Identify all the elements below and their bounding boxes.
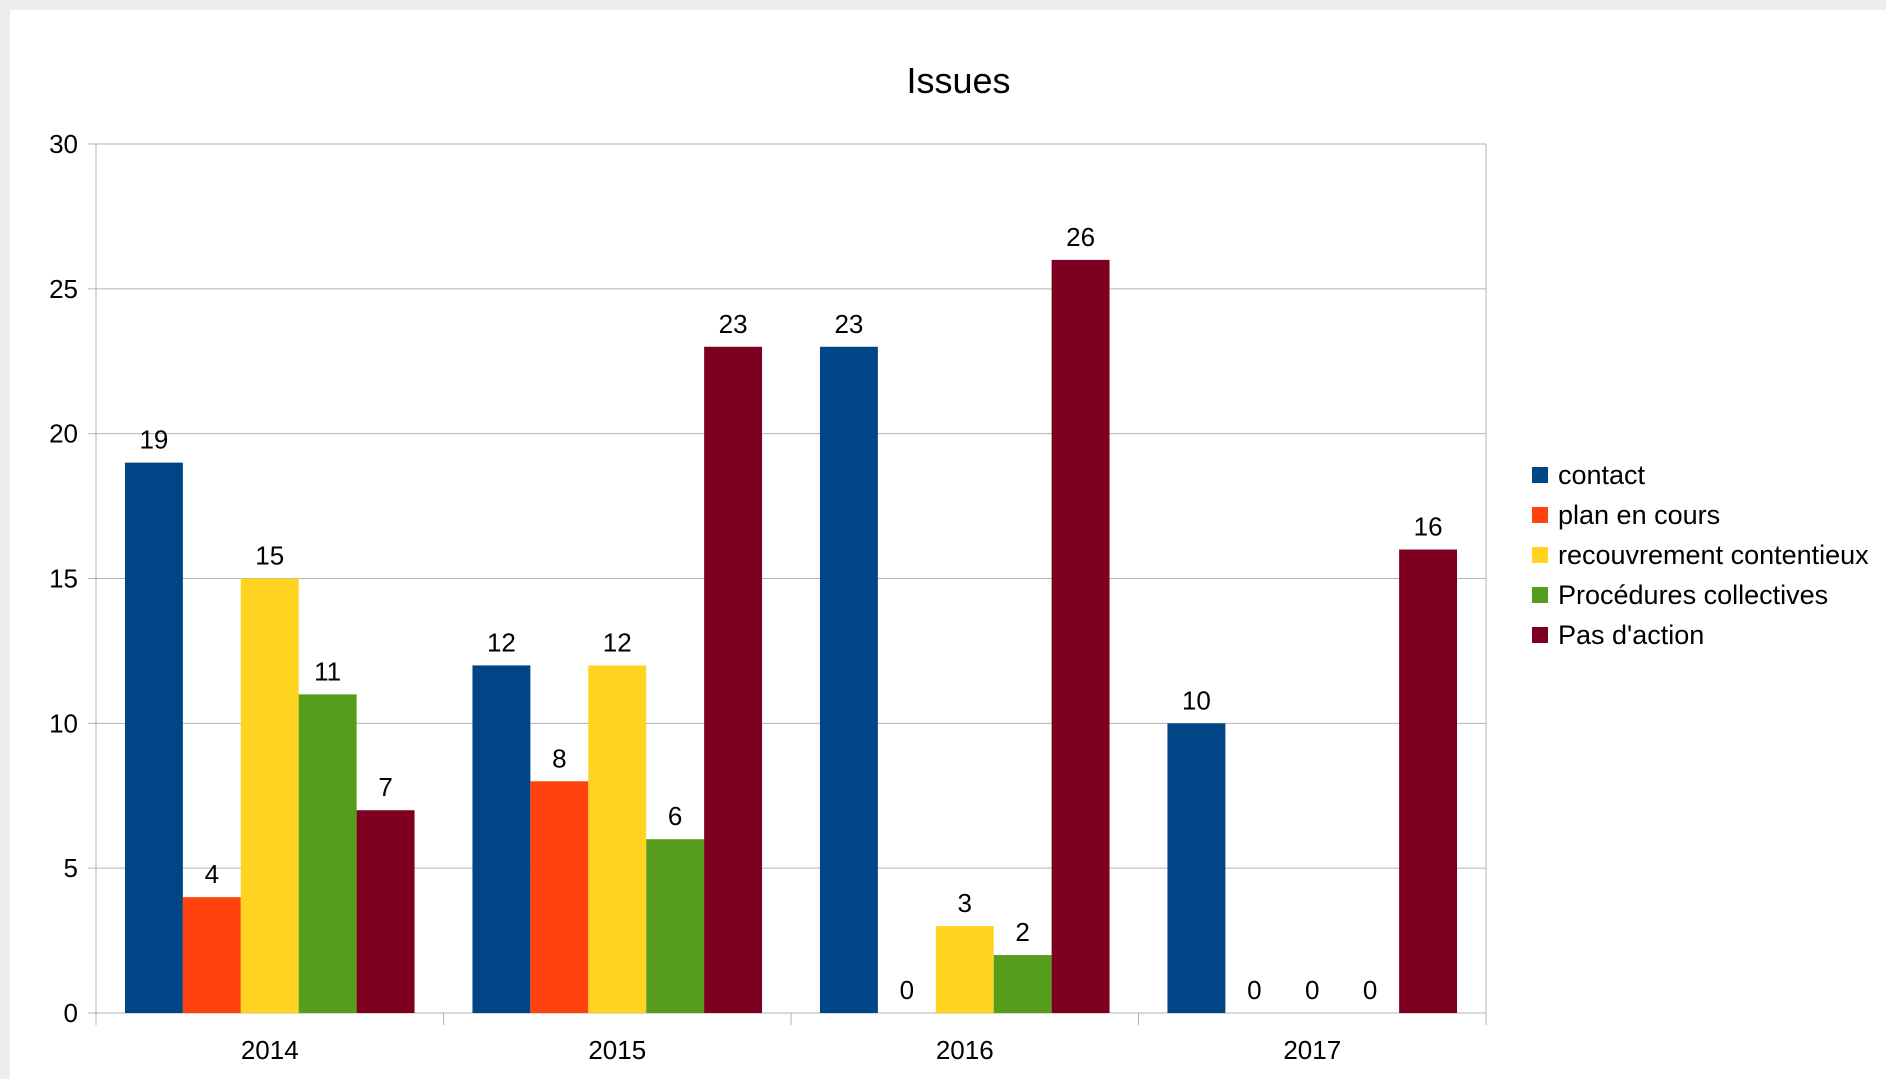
data-label-pas-d-action-2015: 23 [719,309,748,339]
legend-swatch-recouvrement-contentieux [1532,547,1548,563]
bar-contact-2016 [819,346,878,1013]
legend-swatch-plan-en-cours [1532,507,1548,523]
y-tick-label: 15 [49,564,78,594]
legend-item-procedures-collectives: Procédures collectives [1532,575,1869,615]
y-tick-label: 30 [49,129,78,159]
y-tick-label: 0 [64,998,78,1028]
data-label-contact-2017: 10 [1182,685,1211,715]
data-label-pas-d-action-2016: 26 [1066,222,1095,252]
bar-contact-2015 [472,665,531,1013]
bar-procedures-collectives-2014 [298,694,357,1013]
data-label-plan-en-cours-2015: 8 [552,743,566,773]
legend-item-plan-en-cours: plan en cours [1532,495,1869,535]
bar-pas-d-action-2017 [1399,549,1458,1013]
data-label-plan-en-cours-2014: 4 [205,859,219,889]
bar-procedures-collectives-2015 [646,839,705,1013]
data-label-pas-d-action-2017: 16 [1414,512,1443,542]
chart-title: Issues [906,60,1011,101]
y-tick-label: 20 [49,419,78,449]
data-label-pas-d-action-2014: 7 [378,772,392,802]
data-label-contact-2015: 12 [487,627,516,657]
bar-recouvrement-contentieux-2015 [588,665,647,1013]
bar-contact-2014 [124,462,183,1014]
legend-label-contact: contact [1558,459,1646,490]
data-label-recouvrement-contentieux-2016: 3 [958,888,972,918]
x-tick-label-2014: 2014 [241,1035,299,1065]
legend-swatch-pas-d-action [1532,627,1548,643]
bar-recouvrement-contentieux-2016 [935,926,994,1013]
data-label-recouvrement-contentieux-2014: 15 [255,541,284,571]
legend-swatch-contact [1532,467,1548,483]
legend-label-recouvrement-contentieux: recouvrement contentieux [1558,539,1869,570]
data-label-contact-2016: 23 [834,309,863,339]
legend-item-pas-d-action: Pas d'action [1532,615,1869,655]
bar-procedures-collectives-2016 [993,955,1052,1013]
bar-plan-en-cours-2015 [530,781,589,1013]
x-tick-label-2016: 2016 [936,1035,994,1065]
bar-pas-d-action-2014 [356,810,415,1013]
legend-label-plan-en-cours: plan en cours [1558,499,1721,530]
data-label-plan-en-cours-2017: 0 [1247,975,1261,1005]
data-label-procedures-collectives-2014: 11 [314,656,341,686]
legend-item-contact: contact [1532,455,1869,495]
bar-pas-d-action-2015 [704,346,763,1013]
data-label-procedures-collectives-2016: 2 [1015,917,1029,947]
x-tick-label-2017: 2017 [1283,1035,1341,1065]
data-label-recouvrement-contentieux-2017: 0 [1305,975,1319,1005]
legend-label-procedures-collectives: Procédures collectives [1558,579,1829,610]
bar-plan-en-cours-2014 [182,897,241,1013]
legend-swatch-procedures-collectives [1532,587,1548,603]
data-label-recouvrement-contentieux-2015: 12 [603,627,632,657]
bar-recouvrement-contentieux-2014 [240,578,299,1013]
data-label-contact-2014: 19 [139,425,168,455]
legend: contact plan en cours recouvrement conte… [1532,455,1869,655]
bar-pas-d-action-2016 [1051,259,1110,1013]
y-tick-label: 5 [64,853,78,883]
x-tick-label-2015: 2015 [588,1035,646,1065]
chart-plot: 0510152025301941511720141281262320152303… [49,129,1487,1065]
legend-item-recouvrement-contentieux: recouvrement contentieux [1532,535,1869,575]
data-label-procedures-collectives-2015: 6 [668,801,682,831]
legend-label-pas-d-action: Pas d'action [1558,619,1705,650]
data-label-plan-en-cours-2016: 0 [900,975,914,1005]
data-label-procedures-collectives-2017: 0 [1363,975,1377,1005]
bar-contact-2017 [1167,723,1226,1013]
y-tick-label: 25 [49,274,78,304]
chart-panel: 0 5 10 15 20 25 30 19 4 15 11 7 2014 12 8 12 6 23 2015 23 0 3… [10,10,1886,1079]
y-tick-label: 10 [49,708,78,738]
